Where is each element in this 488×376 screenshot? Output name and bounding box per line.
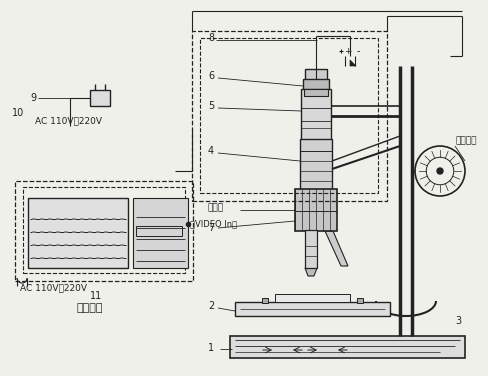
- Bar: [28, 198, 128, 268]
- Text: +: +: [344, 47, 351, 56]
- Text: 8: 8: [207, 33, 214, 43]
- Polygon shape: [349, 60, 355, 66]
- Text: 转动套: 转动套: [207, 203, 224, 212]
- Text: AC 110V或220V: AC 110V或220V: [20, 284, 87, 293]
- Polygon shape: [305, 268, 316, 276]
- Text: 3: 3: [454, 316, 460, 326]
- Bar: [356, 298, 362, 303]
- Bar: [305, 69, 326, 81]
- Bar: [299, 139, 331, 191]
- Text: （VIDEO In）: （VIDEO In）: [190, 220, 237, 229]
- Bar: [304, 89, 327, 96]
- Bar: [15, 181, 193, 281]
- Bar: [301, 89, 330, 141]
- Circle shape: [436, 168, 442, 174]
- Polygon shape: [325, 231, 347, 266]
- Text: 7: 7: [207, 223, 214, 233]
- Text: 4: 4: [207, 146, 214, 156]
- Text: 2: 2: [207, 301, 214, 311]
- Bar: [90, 90, 110, 106]
- Text: （图二）: （图二）: [77, 303, 103, 313]
- Bar: [235, 302, 389, 316]
- Text: 10: 10: [12, 108, 24, 118]
- Text: 9: 9: [30, 93, 36, 103]
- Bar: [294, 189, 336, 231]
- Text: 调焦手轮: 调焦手轮: [454, 136, 475, 146]
- Bar: [192, 31, 386, 201]
- Bar: [262, 298, 267, 303]
- Text: AC 110V或220V: AC 110V或220V: [35, 117, 102, 126]
- Bar: [23, 187, 184, 273]
- Text: 6: 6: [207, 71, 214, 81]
- Bar: [274, 294, 349, 302]
- Text: -: -: [356, 46, 360, 56]
- Bar: [136, 226, 182, 236]
- Bar: [133, 198, 187, 268]
- Bar: [305, 230, 316, 268]
- Text: 5: 5: [207, 101, 214, 111]
- Text: 11: 11: [90, 291, 102, 301]
- Bar: [200, 38, 377, 193]
- Bar: [303, 79, 328, 91]
- Text: 1: 1: [207, 343, 214, 353]
- Bar: [229, 336, 464, 358]
